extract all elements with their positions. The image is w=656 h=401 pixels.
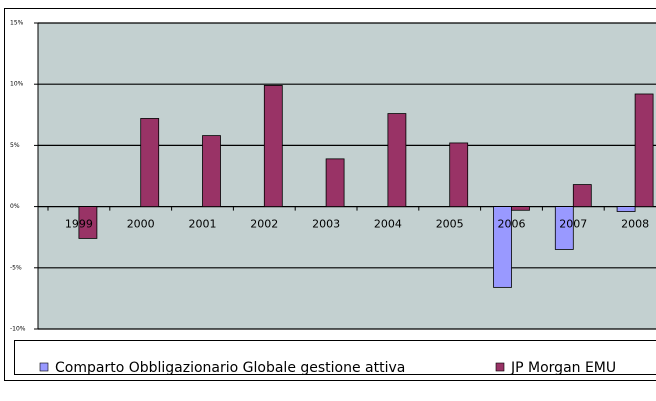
x-tick-label: 2000 (127, 218, 155, 231)
bar (263, 85, 283, 208)
bar (78, 206, 98, 239)
x-tick-label: 2008 (621, 218, 649, 231)
legend-box (14, 340, 656, 375)
x-tick-label: 2003 (312, 218, 340, 231)
bar (449, 142, 469, 207)
y-tick-label: -10% (10, 326, 26, 333)
bar (634, 93, 654, 207)
y-tick-label: -5% (10, 264, 22, 271)
legend-swatch (495, 362, 505, 372)
legend-label: JP Morgan EMU (510, 360, 616, 376)
bar (202, 135, 221, 207)
bar (554, 206, 574, 250)
y-tick-label: 0% (10, 203, 20, 210)
bar (140, 118, 160, 207)
y-tick-label: 10% (10, 81, 24, 88)
x-tick-label: 2005 (436, 218, 464, 231)
y-tick-label: 15% (10, 20, 24, 27)
legend-swatch (39, 362, 49, 372)
x-tick-label: 2007 (559, 218, 587, 231)
bar (387, 113, 407, 207)
bar (616, 206, 636, 212)
x-tick-label: 2006 (498, 218, 526, 231)
bar (325, 158, 345, 207)
bar (511, 206, 530, 211)
x-tick-label: 2002 (250, 218, 278, 231)
x-tick-label: 2004 (374, 218, 402, 231)
x-tick-label: 1999 (65, 218, 93, 231)
plot-area (37, 22, 656, 330)
x-tick-label: 2001 (189, 218, 217, 231)
legend-label: Comparto Obbligazionario Globale gestion… (55, 360, 405, 376)
y-tick-label: 5% (10, 142, 20, 149)
bar (572, 184, 592, 207)
bar (493, 206, 512, 288)
